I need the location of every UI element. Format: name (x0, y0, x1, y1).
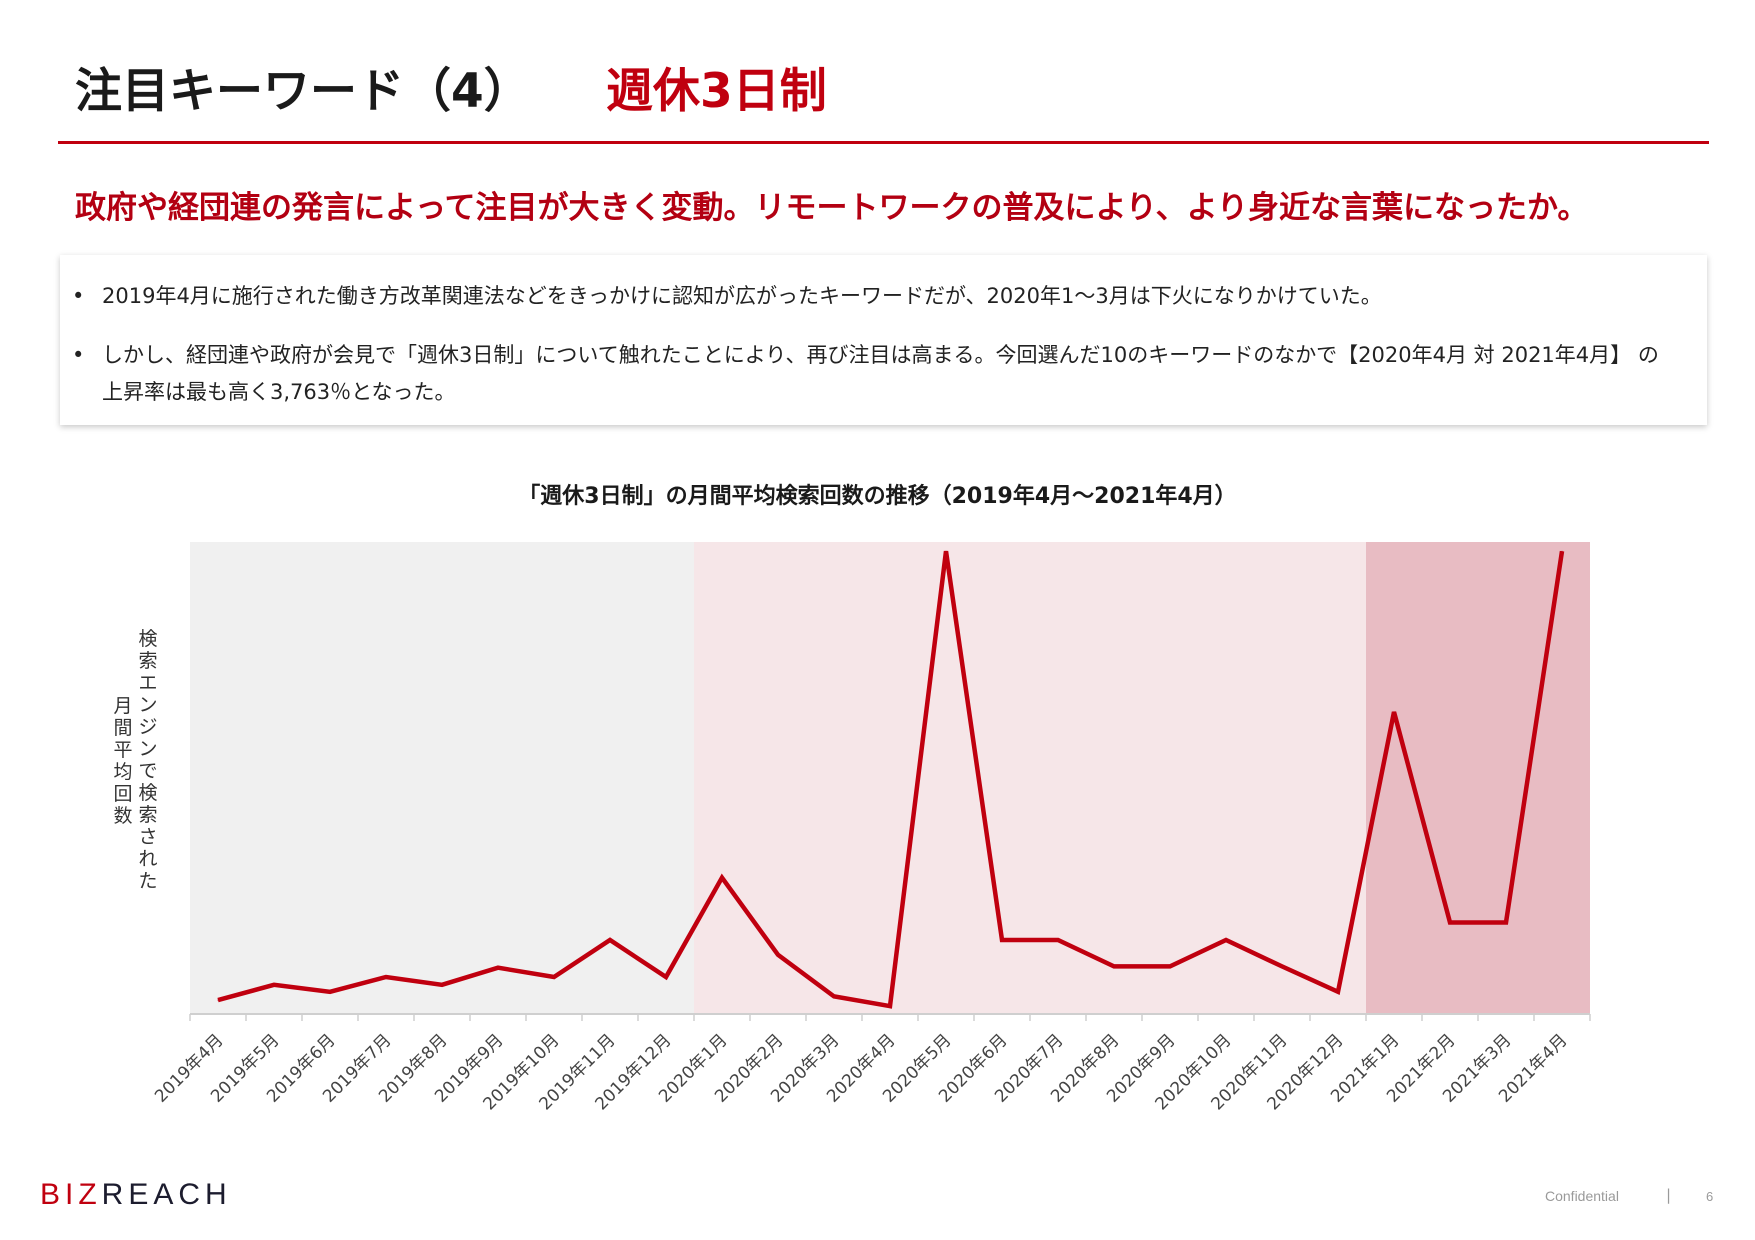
data-point (273, 984, 275, 986)
data-point (553, 976, 555, 978)
summary-box: • 2019年4月に施行された働き方改革関連法などをきっかけに認知が広がったキー… (60, 255, 1707, 425)
data-point (441, 984, 443, 986)
summary-bullet-1: • 2019年4月に施行された働き方改革関連法などをきっかけに認知が広がったキー… (72, 278, 1672, 315)
confidential-label: Confidential (1545, 1188, 1619, 1204)
shaded-period-2 (694, 542, 1366, 1013)
y-axis-label-line-2: 月間平均回数 (113, 695, 133, 827)
data-point (1561, 550, 1563, 552)
page-title: 注目キーワード（4） (75, 64, 531, 119)
data-point (1225, 939, 1227, 941)
bullet-dot: • (72, 284, 85, 308)
data-point (1057, 939, 1059, 941)
data-point (609, 939, 611, 941)
data-point (1337, 991, 1339, 993)
y-axis-label-line-1: 検索エンジンで検索された (138, 628, 158, 892)
data-point (721, 877, 723, 879)
data-point (217, 999, 219, 1001)
data-point (889, 1005, 891, 1007)
bullet-text: しかし、経団連や政府が会見で「週休3日制」について触れたことにより、再び注目は高… (102, 343, 1659, 404)
bullet-text: 2019年4月に施行された働き方改革関連法などをきっかけに認知が広がったキーワー… (102, 284, 1382, 308)
data-point (1449, 921, 1451, 923)
chart-title: 「週休3日制」の月間平均検索回数の推移（2019年4月～2021年4月） (518, 484, 1237, 509)
data-point (1001, 939, 1003, 941)
shaded-period-3 (1366, 542, 1590, 1013)
shaded-period-1 (190, 542, 694, 1013)
headline: 政府や経団連の発言によって注目が大きく変動。リモートワークの普及により、より身近… (75, 190, 1589, 226)
data-point (1393, 711, 1395, 713)
data-point (497, 967, 499, 969)
data-point (777, 954, 779, 956)
data-point (1281, 965, 1283, 967)
data-point (945, 550, 947, 552)
summary-bullet-2: • しかし、経団連や政府が会見で「週休3日制」について触れたことにより、再び注目… (72, 337, 1672, 411)
bullet-dot: • (72, 343, 85, 367)
data-point (833, 995, 835, 997)
page-number: 6 (1706, 1189, 1714, 1204)
data-point (1169, 965, 1171, 967)
data-point (329, 991, 331, 993)
data-point (1505, 921, 1507, 923)
bizreach-logo: BIZREACH (40, 1178, 232, 1211)
keyword-title: 週休3日制 (606, 64, 827, 119)
title-divider (58, 141, 1709, 144)
data-point (385, 976, 387, 978)
data-point (1113, 965, 1115, 967)
footer-separator: | (1666, 1186, 1672, 1204)
data-point (665, 976, 667, 978)
